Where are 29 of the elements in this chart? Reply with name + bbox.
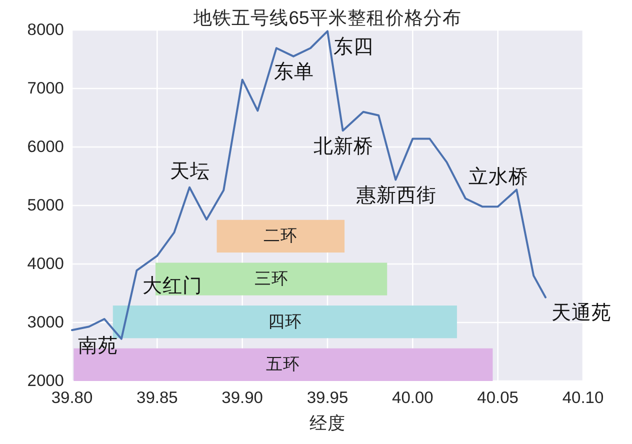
- x-tick-label: 39.90: [222, 389, 263, 407]
- annotation: 北新桥: [314, 135, 374, 158]
- x-tick-label: 39.80: [51, 389, 93, 407]
- band-label: 三环: [254, 270, 288, 288]
- annotation: 立水桥: [468, 166, 529, 188]
- y-tick-label: 3000: [27, 314, 64, 332]
- x-tick-label: 40.05: [477, 389, 518, 407]
- annotation: 天通苑: [552, 302, 612, 324]
- band-label: 四环: [268, 312, 302, 331]
- x-tick-label: 39.85: [136, 389, 178, 407]
- chart-title: 地铁五号线65平米整租价格分布: [192, 7, 462, 28]
- y-tick-label: 7000: [27, 80, 64, 98]
- band-label: 二环: [264, 227, 298, 246]
- annotation: 南苑: [78, 334, 118, 357]
- x-tick-label: 40.10: [562, 389, 604, 407]
- annotation: 东四: [334, 36, 374, 58]
- x-tick-label: 39.95: [306, 389, 348, 407]
- band-label: 五环: [266, 356, 300, 374]
- annotation: 大红门: [142, 275, 203, 298]
- y-tick-label: 4000: [27, 255, 64, 273]
- y-tick-label: 2000: [27, 372, 64, 390]
- y-tick-label: 6000: [27, 138, 64, 156]
- annotation: 惠新西街: [356, 184, 437, 207]
- annotation: 天坛: [170, 160, 210, 183]
- y-tick-label: 5000: [27, 196, 64, 214]
- annotation: 东单: [274, 61, 314, 84]
- x-axis-title: 经度: [310, 413, 346, 433]
- x-tick-label: 40.00: [392, 389, 434, 407]
- y-tick-label: 8000: [27, 21, 64, 39]
